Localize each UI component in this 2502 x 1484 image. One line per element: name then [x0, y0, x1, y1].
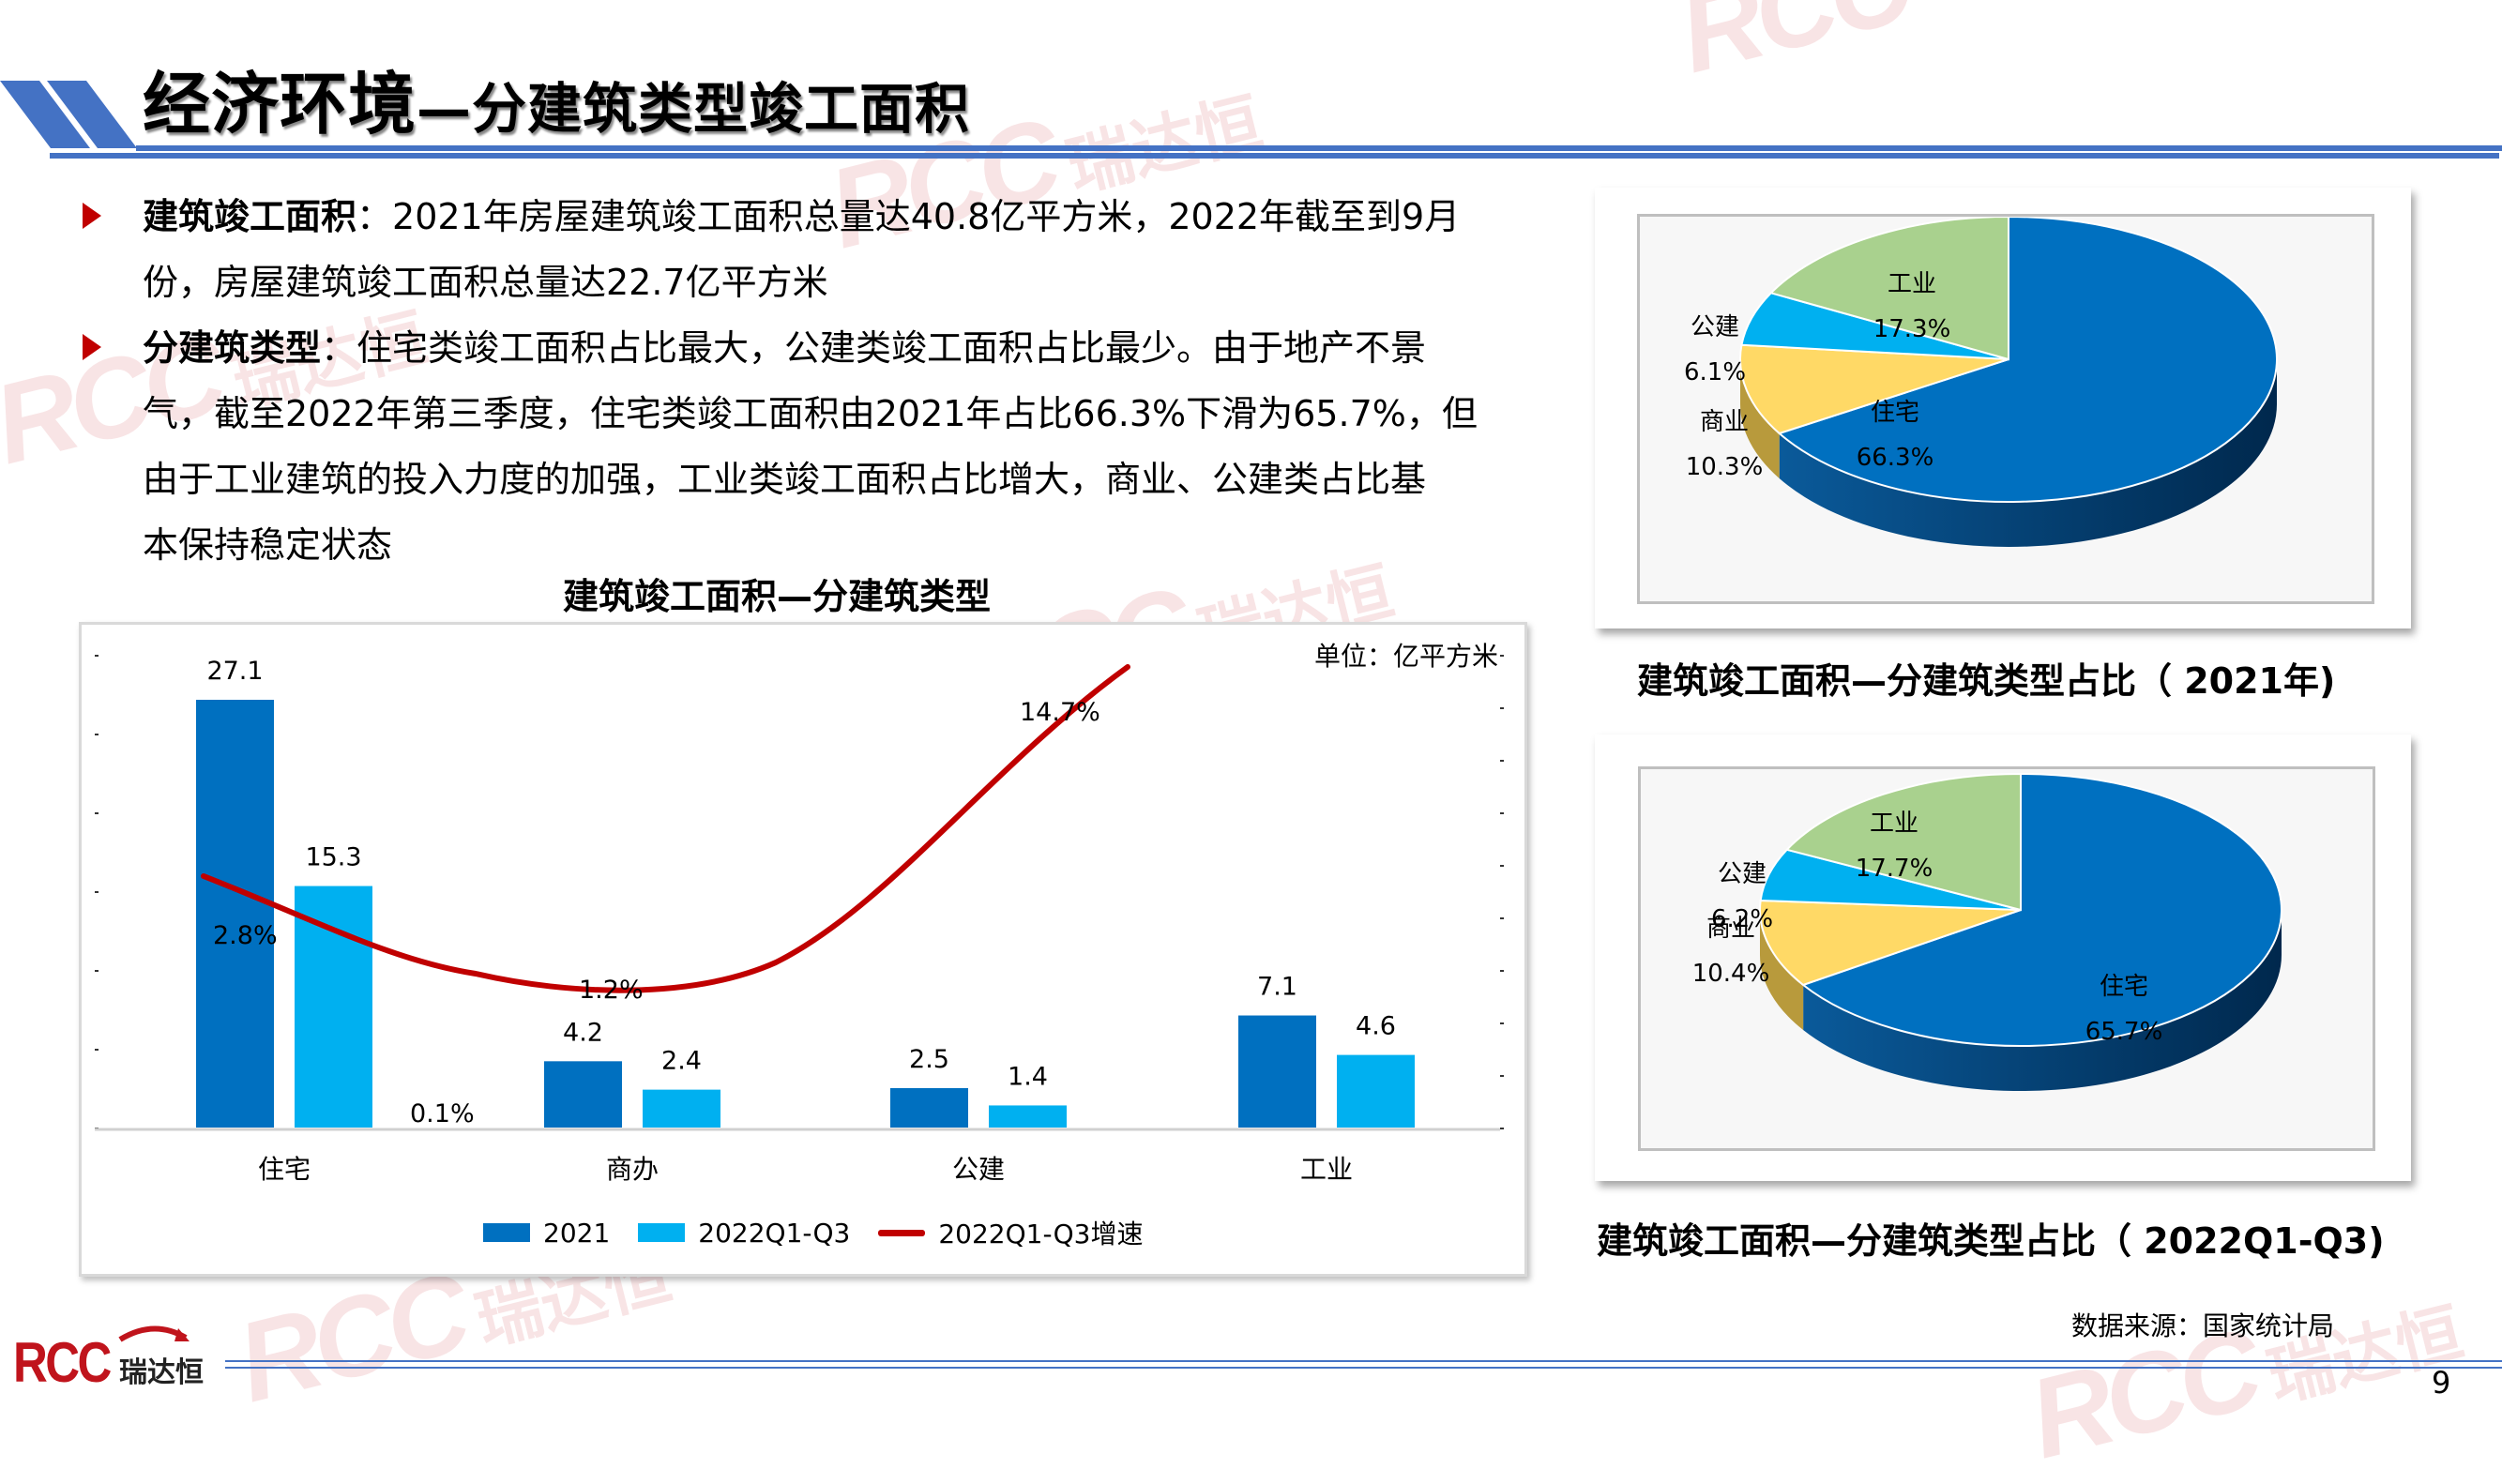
pie-slice-商业 — [1759, 899, 2022, 987]
svg-text:7.1: 7.1 — [1257, 973, 1297, 1002]
svg-text:17.3%: 17.3% — [1873, 315, 1951, 343]
pie-chart-2021: 住宅 66.3% 商业 10.3% 公建 6.1% 工业 17.3% — [1684, 215, 2278, 548]
data-source: 数据来源：国家统计局 — [2071, 1310, 2335, 1341]
svg-text:公建: 公建 — [1718, 860, 1767, 888]
arrow-bullet-icon — [83, 334, 101, 360]
svg-text:2.8%: 2.8% — [213, 921, 278, 950]
unit-label: 单位：亿平方米 — [1313, 641, 1498, 672]
footer-rule-bottom — [225, 1367, 2502, 1369]
growth-line — [201, 664, 1130, 993]
pie-slice-工业 — [1768, 215, 2009, 361]
pie-2022-caption: 建筑竣工面积—分建筑类型占比（ 2022Q1-Q3) — [1597, 1220, 2385, 1262]
svg-text:15.3: 15.3 — [305, 843, 361, 872]
svg-text:65.7%: 65.7% — [2085, 1018, 2163, 1046]
svg-text:66.3%: 66.3% — [1857, 444, 1934, 472]
pie-chart-2021-card: 住宅 66.3% 商业 10.3% 公建 6.1% 工业 17.3% — [1595, 188, 2411, 628]
bullet-list: 建筑竣工面积：2021年房屋建筑竣工面积总量达40.8亿平方米，2022年截至到… — [83, 184, 1509, 578]
pie-chart-2022-card: 住宅 65.7% 商业 10.4% 公建 6.2% 工业 17.7% — [1595, 734, 2411, 1181]
svg-text:6.2%: 6.2% — [1711, 905, 1773, 933]
svg-text:住宅: 住宅 — [1871, 399, 1919, 427]
bar-2022Q1-Q3 — [989, 1105, 1067, 1128]
company-logo: RCC 瑞达恒 — [13, 1325, 204, 1395]
svg-text:1.4: 1.4 — [1008, 1062, 1048, 1091]
pie-slice-住宅 — [1777, 215, 2278, 503]
pie-slice-商业 — [1739, 343, 2009, 435]
svg-text:工业: 工业 — [1300, 1154, 1353, 1185]
bar-chart: 27.1 15.3 住宅 4.2 2.4 商办 2.5 1.4 公建 7.1 4.6 工业 2.8% 0.… — [79, 622, 1527, 1277]
svg-text:10.3%: 10.3% — [1686, 453, 1764, 481]
bar-chart-legend: 2021 2022Q1-Q3 2022Q1-Q3增速 — [483, 1214, 1143, 1251]
legend-label-growth: 2022Q1-Q3增速 — [938, 1219, 1144, 1249]
page-title: 经济环境—分建筑类型竣工面积 — [143, 65, 971, 144]
watermark: RCC — [1667, 0, 1918, 98]
svg-text:2.4: 2.4 — [661, 1047, 702, 1076]
svg-text:公建: 公建 — [952, 1154, 1005, 1185]
svg-text:1.2%: 1.2% — [579, 976, 644, 1005]
pie-chart-2022: 住宅 65.7% 商业 10.4% 公建 6.2% 工业 17.7% — [1692, 772, 2282, 1091]
pie-chart-2022-plot: 住宅 65.7% 商业 10.4% 公建 6.2% 工业 17.7% — [1638, 766, 2375, 1151]
header-rule-top — [136, 145, 2502, 151]
bar-2021 — [890, 1087, 968, 1128]
svg-text:27.1: 27.1 — [206, 657, 263, 686]
pie-slice-工业 — [1784, 772, 2022, 912]
bar-2021 — [196, 700, 274, 1128]
bar-2021 — [544, 1061, 622, 1128]
svg-text:工业: 工业 — [1870, 810, 1918, 838]
svg-text:17.7%: 17.7% — [1856, 855, 1933, 883]
svg-text:商办: 商办 — [606, 1154, 659, 1185]
svg-text:6.1%: 6.1% — [1684, 358, 1746, 386]
svg-text:10.4%: 10.4% — [1692, 960, 1770, 988]
svg-text:住宅: 住宅 — [258, 1154, 311, 1185]
svg-text:公建: 公建 — [1691, 313, 1739, 341]
pie-slice-住宅 — [1801, 772, 2282, 1047]
header-stripes-icon — [0, 81, 137, 148]
legend-label-2021: 2021 — [543, 1217, 611, 1249]
legend-swatch-2022 — [638, 1223, 686, 1242]
arrow-bullet-icon — [83, 203, 101, 229]
page-number: 9 — [2432, 1365, 2451, 1401]
svg-text:住宅: 住宅 — [2100, 973, 2148, 1001]
svg-text:14.7%: 14.7% — [1020, 698, 1100, 727]
svg-text:商业: 商业 — [1700, 408, 1749, 436]
pie-chart-2021-plot: 住宅 66.3% 商业 10.3% 公建 6.1% 工业 17.3% — [1637, 214, 2374, 604]
bar-chart-plot: 27.1 15.3 住宅 4.2 2.4 商办 2.5 1.4 公建 7.1 4.6 工业 2.8% 0.… — [95, 655, 1504, 1185]
footer-rule-top — [225, 1360, 2502, 1362]
bar-chart-title: 建筑竣工面积—分建筑类型 — [563, 576, 992, 617]
logo-swoosh-icon — [118, 1325, 190, 1342]
header-rule-bottom — [50, 153, 2499, 159]
legend-swatch-growth — [878, 1229, 926, 1236]
bullet-item-completion-area: 建筑竣工面积：2021年房屋建筑竣工面积总量达40.8亿平方米，2022年截至到… — [83, 184, 1509, 315]
svg-text:4.2: 4.2 — [563, 1018, 603, 1047]
bar-2021 — [1238, 1015, 1316, 1128]
bar-2022Q1-Q3 — [1337, 1054, 1415, 1128]
bar-2022Q1-Q3 — [643, 1089, 720, 1128]
svg-text:4.6: 4.6 — [1356, 1012, 1396, 1041]
pie-2021-caption: 建筑竣工面积—分建筑类型占比（ 2021年) — [1637, 660, 2336, 702]
legend-swatch-2021 — [483, 1223, 530, 1242]
bullet-item-building-type: 分建筑类型：住宅类竣工面积占比最大，公建类竣工面积占比最少。由于地产不景 气，截… — [83, 315, 1509, 578]
bar-2022Q1-Q3 — [295, 886, 372, 1128]
legend-label-2022: 2022Q1-Q3 — [698, 1217, 851, 1249]
svg-text:0.1%: 0.1% — [410, 1099, 475, 1128]
svg-text:工业: 工业 — [1888, 270, 1936, 298]
svg-text:商业: 商业 — [1706, 915, 1755, 943]
svg-text:2.5: 2.5 — [909, 1045, 949, 1074]
